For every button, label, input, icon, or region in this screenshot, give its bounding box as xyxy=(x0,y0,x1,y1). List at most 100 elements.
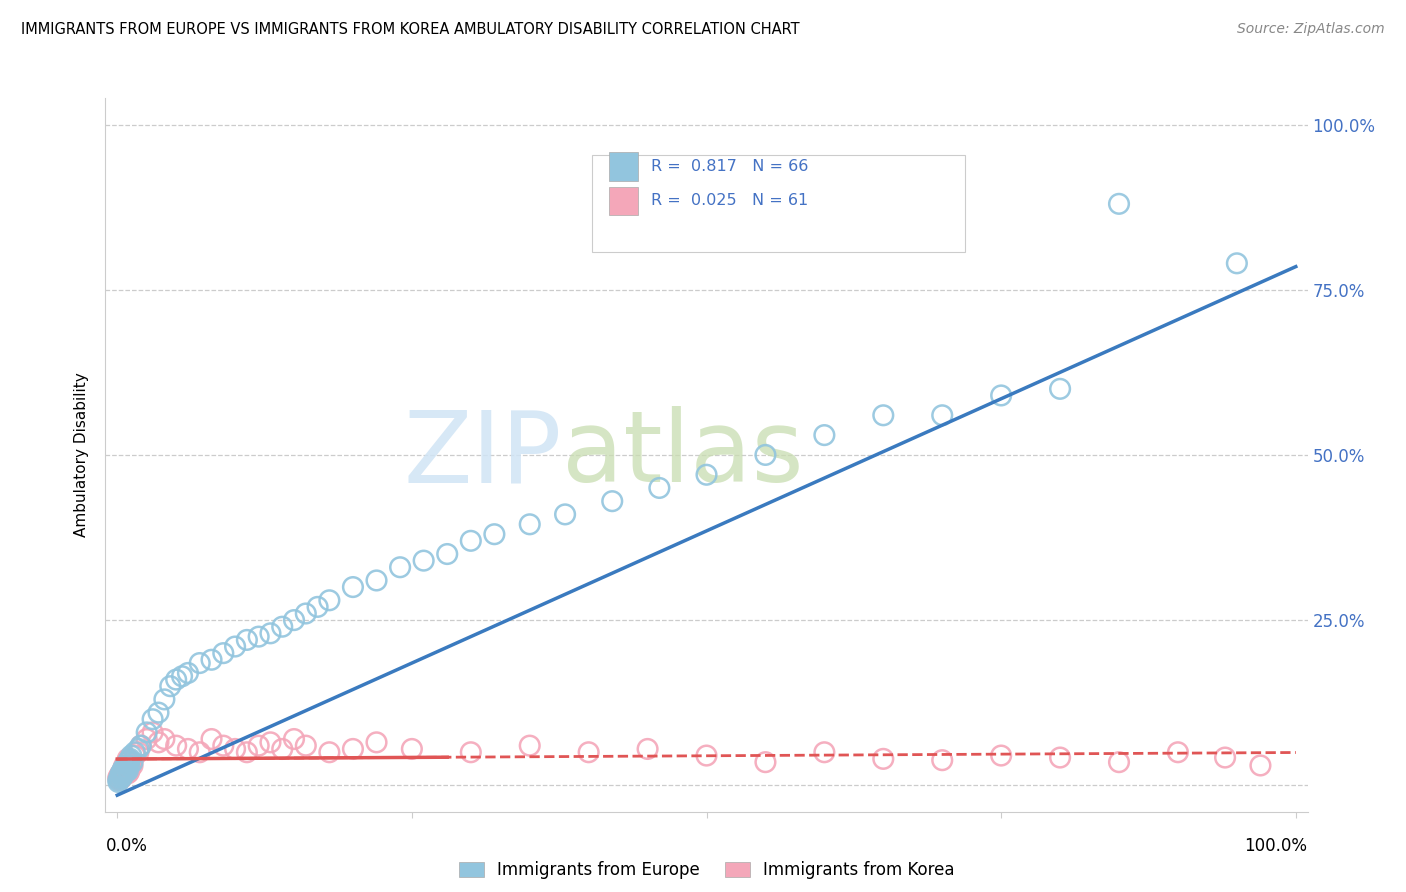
Point xyxy=(108,772,131,786)
Point xyxy=(148,735,170,749)
Point xyxy=(872,752,894,766)
Point xyxy=(111,770,134,784)
Point xyxy=(247,739,270,753)
Point xyxy=(271,620,294,634)
Point xyxy=(236,745,259,759)
Point xyxy=(188,656,211,670)
Point xyxy=(117,764,139,778)
FancyBboxPatch shape xyxy=(592,155,965,252)
Point xyxy=(124,748,146,763)
Text: 100.0%: 100.0% xyxy=(1244,837,1308,855)
Point xyxy=(295,739,318,753)
Point xyxy=(696,748,718,763)
Point xyxy=(127,742,149,756)
Point xyxy=(112,768,135,782)
Point xyxy=(142,712,165,726)
Point xyxy=(342,742,364,756)
Point xyxy=(114,764,136,778)
Point xyxy=(115,755,138,769)
Point xyxy=(117,755,139,769)
Point xyxy=(112,762,135,776)
Point xyxy=(1249,758,1271,772)
Point xyxy=(754,755,776,769)
Point xyxy=(389,560,412,574)
FancyBboxPatch shape xyxy=(609,186,638,215)
Point xyxy=(484,527,506,541)
Point xyxy=(295,607,318,621)
Point xyxy=(307,599,329,614)
Point xyxy=(165,739,187,753)
Point xyxy=(247,630,270,644)
Point xyxy=(200,732,222,747)
Point xyxy=(120,762,142,776)
Point xyxy=(115,758,138,772)
Point xyxy=(224,742,246,756)
Point xyxy=(436,547,458,561)
FancyBboxPatch shape xyxy=(609,153,638,181)
Point xyxy=(283,613,305,627)
Text: R =  0.025   N = 61: R = 0.025 N = 61 xyxy=(651,194,808,209)
Point xyxy=(159,679,181,693)
Point xyxy=(519,517,541,532)
Point xyxy=(648,481,671,495)
Point xyxy=(342,580,364,594)
Point xyxy=(112,764,135,778)
Point xyxy=(259,735,281,749)
Point xyxy=(114,760,136,774)
Point xyxy=(366,735,388,749)
Point xyxy=(318,593,340,607)
Point xyxy=(135,732,157,747)
Point xyxy=(121,755,143,769)
Point xyxy=(108,772,131,787)
Text: ZIP: ZIP xyxy=(404,407,562,503)
Point xyxy=(111,765,134,780)
Point xyxy=(107,772,129,786)
Point xyxy=(813,428,835,442)
Point xyxy=(990,748,1012,763)
Point xyxy=(460,745,482,759)
Point xyxy=(578,745,600,759)
Point xyxy=(1108,197,1130,211)
Point xyxy=(259,626,281,640)
Point xyxy=(112,766,135,780)
Point xyxy=(120,755,142,769)
Point xyxy=(366,574,388,588)
Point xyxy=(813,745,835,759)
Point xyxy=(177,665,200,680)
Legend: Immigrants from Europe, Immigrants from Korea: Immigrants from Europe, Immigrants from … xyxy=(451,855,962,886)
Point xyxy=(931,409,953,423)
Point xyxy=(124,745,146,759)
Point xyxy=(318,745,340,759)
Point xyxy=(108,768,131,782)
Point xyxy=(107,770,129,784)
Point xyxy=(153,732,176,747)
Point xyxy=(1213,750,1236,764)
Y-axis label: Ambulatory Disability: Ambulatory Disability xyxy=(75,373,90,537)
Point xyxy=(1167,745,1189,759)
Point xyxy=(600,494,623,508)
Point xyxy=(118,758,141,772)
Point xyxy=(129,739,152,753)
Point xyxy=(112,762,135,776)
Text: atlas: atlas xyxy=(562,407,804,503)
Point xyxy=(165,673,187,687)
Point xyxy=(554,508,576,522)
Point xyxy=(236,632,259,647)
Point xyxy=(170,669,193,683)
Point xyxy=(107,772,129,787)
Point xyxy=(112,758,135,772)
Point xyxy=(110,766,132,780)
Point xyxy=(224,640,246,654)
Point xyxy=(115,762,138,776)
Point xyxy=(283,732,305,747)
Point xyxy=(120,752,142,766)
Text: 0.0%: 0.0% xyxy=(105,837,148,855)
Point xyxy=(115,762,138,776)
Point xyxy=(112,768,135,782)
Point xyxy=(637,742,659,756)
Point xyxy=(117,752,139,766)
Point xyxy=(111,765,134,780)
Point xyxy=(200,653,222,667)
Text: R =  0.817   N = 66: R = 0.817 N = 66 xyxy=(651,159,808,174)
Point xyxy=(108,770,131,784)
